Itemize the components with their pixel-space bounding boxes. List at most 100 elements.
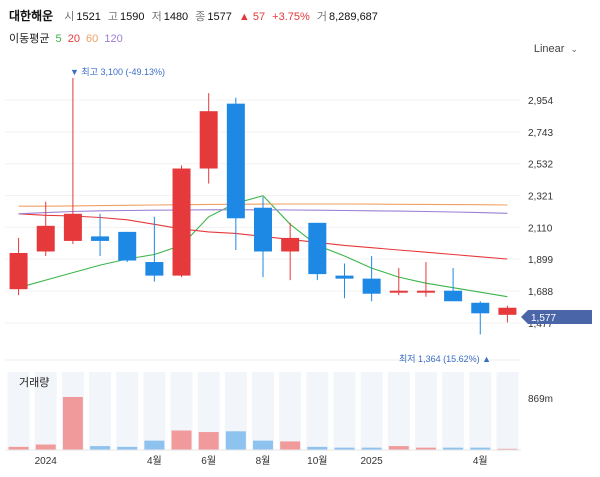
volume-bar [35,444,56,450]
ma-5: 5 [55,33,62,45]
x-tick-label: 6월 [201,455,216,467]
candle-body [226,103,245,219]
price-header: 대한해운 시 1521 고 1590 저 1480 종 1577 ▲ 57 +3.75%… [9,7,382,23]
volume-bar [62,396,83,450]
candle-body [308,222,327,275]
moving-average-label: 이동평균 [9,33,50,45]
x-axis: 2024 4월 6월 8월 10월 2025 4월 [5,449,521,467]
open-label: 시 [64,11,75,23]
candle-body [335,275,354,279]
stock-name: 대한해운 [9,9,54,23]
candle-body [63,213,82,241]
close-value: 1577 [207,11,232,23]
volume-column-bg [89,372,112,450]
volume-bars [8,396,518,451]
volume-column-bg [387,372,410,450]
y-tick-label: 2,954 [528,96,553,107]
x-tick-label: 8월 [256,455,271,467]
volume-bar [470,447,491,450]
current-price-tag-label: 1,577 [531,313,556,324]
candle-body [9,252,28,290]
volume-column-bg [252,372,274,450]
chevron-down-icon: ⌄ [570,44,578,54]
volume-column-bg [333,372,356,450]
volume-value: 8,289,687 [328,11,378,23]
low-label: 저 [151,11,162,23]
volume-title: 거래량 [19,376,49,389]
y-tick-label: 1,688 [528,287,553,298]
min-annotation: 최저 1,364 (15.62%) ▲ [399,354,491,364]
volume-bar [117,446,138,450]
x-tick-label: 4월 [473,455,488,467]
x-tick-label: 10월 [307,455,327,467]
ma-120: 120 [104,33,123,45]
candle-body [36,225,55,252]
volume-column-bg [197,372,220,450]
low-value: 1480 [163,11,189,23]
volume-column-bg [143,372,166,450]
volume-bar [90,446,111,450]
volume-column-bg [279,372,302,450]
high-value: 1590 [120,11,145,23]
y-tick-label: 2,532 [528,160,553,171]
max-annotation: ▼ 최고 3,100 (-49.13%) [70,67,165,77]
y-tick-label: 2,743 [528,128,553,139]
volume-column-bg [34,372,57,450]
close-label: 종 [195,11,206,23]
x-tick-label: 2025 [361,456,384,467]
volume-column-bg [116,372,139,450]
candle-body [362,278,381,294]
volume-bar [8,446,29,450]
volume-bar [361,447,382,450]
volume-bar [280,441,301,450]
candle-body [118,231,137,261]
volume-bar [225,431,246,450]
candle-body [145,262,164,276]
candle-body [444,290,463,302]
candle-body [91,236,110,241]
volume-bar [334,447,355,450]
y-axis: 2,954 2,743 2,532 2,321 2,110 1,899 1,688 1,477 [528,96,553,330]
candle-body [172,168,191,276]
current-price-tag: 1,577 [521,310,592,324]
open-value: 1521 [76,11,101,23]
change-value: ▲ 57 [238,11,266,23]
y-tick-label: 2,110 [528,223,553,234]
candle-body [254,207,272,252]
volume-bar [307,446,328,450]
change-percent: +3.75% [272,11,310,23]
volume-bar [144,440,165,450]
volume-column-bg [469,372,492,450]
y-tick-label: 1,477 [528,319,553,330]
volume-label: 거 [316,11,327,23]
x-tick-label: 4월 [147,455,162,467]
volume-bar [198,432,219,450]
high-label: 고 [107,11,119,23]
candle-body [389,290,408,293]
volume-column-bg [442,372,465,450]
volume-bar [253,440,273,450]
y-tick-label: 1,899 [528,255,553,266]
scale-dropdown[interactable]: Linear ⌄ [534,43,578,55]
volume-column-bg [414,372,437,450]
volume-bar [171,430,192,450]
volume-bar [415,447,436,450]
x-tick-label: 2024 [35,456,58,467]
volume-bar [443,447,464,450]
moving-average-legend[interactable]: 이동평균 5 20 60 120 [9,30,126,46]
volume-column-bg [360,372,383,450]
candle-body [471,302,490,314]
candle-body [199,111,218,169]
volume-column-bg [224,372,247,450]
volume-column-bg [496,372,519,450]
candle-body [416,290,435,293]
candlesticks [9,78,517,335]
ma-20: 20 [67,33,80,45]
candle-body [281,237,300,252]
volume-tick: 869m [528,394,553,405]
volume-column-bg [306,372,329,450]
ma-60: 60 [86,33,99,45]
y-tick-label: 2,321 [528,192,553,203]
scale-dropdown-label: Linear [533,43,565,55]
